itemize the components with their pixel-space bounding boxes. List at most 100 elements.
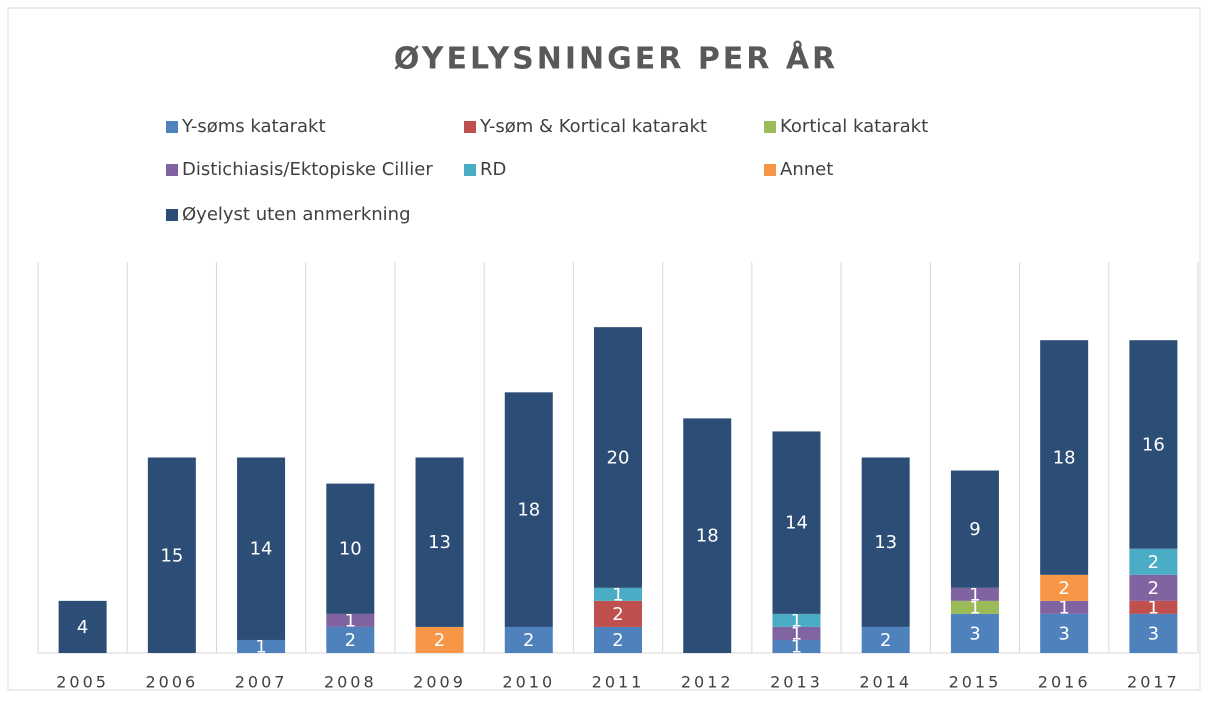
bar-segment — [415, 626, 464, 653]
data-label: 1 — [255, 636, 266, 657]
legend-label: Kortical katarakt — [780, 116, 928, 137]
data-label: 2 — [612, 604, 623, 625]
data-label: 2 — [523, 630, 534, 651]
data-label: 1 — [345, 610, 356, 631]
legend-swatch — [464, 164, 476, 176]
data-label: 9 — [969, 519, 980, 540]
data-label: 1 — [969, 597, 980, 618]
data-label: 3 — [1058, 623, 1069, 644]
bar-segment — [950, 613, 999, 653]
x-tick-label: 2015 — [949, 673, 1002, 692]
legend-swatch — [166, 121, 178, 133]
x-tick-label: 2007 — [235, 673, 288, 692]
bar-segment — [415, 457, 464, 627]
legend-label: Y-søm & Kortical katarakt — [479, 116, 707, 137]
data-label: 1 — [791, 610, 802, 631]
chart-title: ØYELYSNINGER PER ÅR — [394, 40, 838, 77]
x-tick-label: 2016 — [1038, 673, 1091, 692]
bar-segment — [1129, 548, 1178, 575]
bar-segment — [1040, 613, 1089, 653]
data-label: 1 — [1058, 597, 1069, 618]
data-label: 2 — [434, 630, 445, 651]
bar-segment — [594, 600, 642, 627]
x-tick-label: 2010 — [502, 673, 555, 692]
x-tick-label: 2005 — [56, 673, 109, 692]
bar-segment — [950, 470, 999, 588]
bar-segment — [237, 639, 286, 653]
bar-segment — [326, 613, 375, 627]
data-label: 3 — [969, 623, 980, 644]
legend-swatch — [764, 121, 776, 133]
bar-segment — [147, 457, 196, 653]
bar-segment — [950, 600, 999, 614]
data-label: 18 — [696, 526, 719, 547]
data-label: 20 — [607, 448, 630, 469]
data-label: 2 — [345, 630, 356, 651]
bar-segment — [1040, 340, 1089, 575]
data-label: 1 — [969, 584, 980, 605]
bar-segment — [237, 457, 286, 640]
bar-segment — [772, 626, 821, 640]
bar-segment — [594, 587, 642, 601]
data-label: 2 — [880, 630, 891, 651]
bar-segment — [1040, 574, 1089, 601]
data-label: 2 — [1058, 578, 1069, 599]
bar-segment — [683, 418, 732, 653]
data-label: 18 — [517, 500, 540, 521]
x-tick-label: 2017 — [1127, 673, 1180, 692]
data-label: 13 — [874, 532, 897, 553]
bar-segment — [326, 626, 375, 653]
bar-segment — [950, 587, 999, 601]
bar-segment — [504, 626, 553, 653]
data-label: 16 — [1142, 434, 1165, 455]
data-label: 15 — [160, 545, 183, 566]
x-tick-label: 2008 — [324, 673, 377, 692]
legend-swatch — [764, 164, 776, 176]
bar-segment — [1129, 574, 1178, 601]
bar-segment — [861, 626, 910, 653]
data-label: 3 — [1148, 623, 1159, 644]
bar-segment — [1040, 600, 1089, 614]
data-label: 14 — [785, 513, 808, 534]
bar-segment — [594, 327, 642, 588]
legend-swatch — [166, 209, 178, 221]
x-tick-label: 2009 — [413, 673, 466, 692]
data-label: 1 — [612, 584, 623, 605]
data-label: 14 — [250, 539, 273, 560]
x-tick-label: 2013 — [770, 673, 823, 692]
bar-segment — [1129, 340, 1178, 549]
data-label: 1 — [1148, 597, 1159, 618]
data-label: 10 — [339, 539, 362, 560]
bar-segment — [58, 600, 107, 653]
bar-segment — [1129, 613, 1178, 653]
x-tick-label: 2006 — [145, 673, 198, 692]
data-label: 2 — [1148, 552, 1159, 573]
x-tick-label: 2012 — [681, 673, 734, 692]
bar-segment — [861, 457, 910, 627]
data-label: 2 — [1148, 578, 1159, 599]
legend-label: Annet — [780, 159, 833, 180]
bar-segment — [772, 613, 821, 627]
bar-segment — [594, 626, 642, 653]
x-tick-label: 2014 — [859, 673, 912, 692]
bar-segment — [504, 392, 553, 627]
bar-segment — [772, 639, 821, 653]
legend-swatch — [166, 164, 178, 176]
data-label: 1 — [791, 636, 802, 657]
data-label: 13 — [428, 532, 451, 553]
legend-label: Y-søms katarakt — [181, 116, 326, 137]
legend-swatch — [464, 121, 476, 133]
legend-label: Distichiasis/Ektopiske Cillier — [182, 159, 433, 180]
bar-segment — [772, 431, 821, 614]
legend-label: Øyelyst uten anmerkning — [182, 204, 411, 225]
data-label: 4 — [77, 617, 88, 638]
bar-segment — [1129, 600, 1178, 614]
data-label: 2 — [612, 630, 623, 651]
legend-label: RD — [480, 159, 506, 180]
x-tick-label: 2011 — [592, 673, 645, 692]
data-label: 1 — [791, 623, 802, 644]
data-label: 18 — [1053, 448, 1076, 469]
bar-segment — [326, 483, 375, 614]
